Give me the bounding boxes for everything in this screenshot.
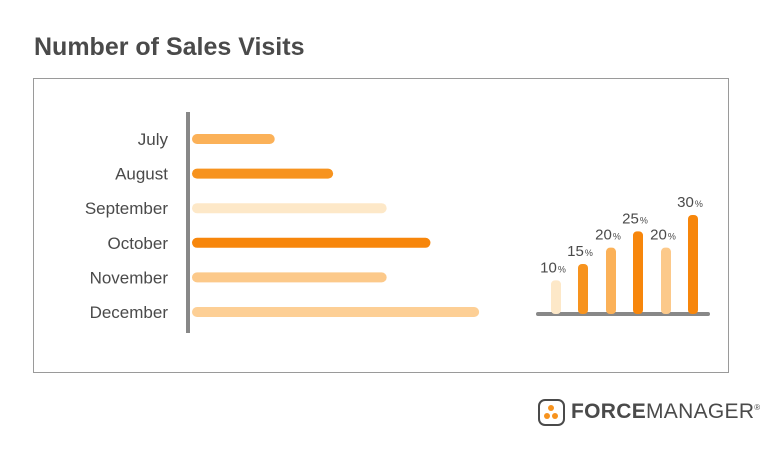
percent-data-label: 30% [677,194,703,211]
category-label: August [115,165,168,184]
logo-strong-text: FORCE [571,400,646,423]
percent-bar [633,231,643,314]
forcemanager-logo-icon [538,398,565,426]
percent-bar [578,264,588,314]
percent-unit-label: % [585,248,593,258]
percent-data-label: 20% [595,227,621,244]
percent-data-label: 25% [622,210,648,227]
percent-unit-label: % [695,199,703,209]
chart-frame [33,78,729,373]
bar [192,134,275,144]
percent-bar-chart: 10%15%20%25%20%30% [536,194,710,316]
category-label: September [85,199,168,218]
chart-title: Number of Sales Visits [34,33,305,61]
percent-bar [551,280,561,314]
percent-data-label: 20% [650,227,676,244]
logo-registered-mark: ® [754,403,761,412]
horizontal-bar-chart: July August September October November Decemb… [85,112,480,333]
category-label: December [90,303,169,322]
percent-unit-label: % [640,215,648,225]
category-label: November [90,268,169,287]
percent-bar [688,215,698,314]
percent-bar [606,247,616,314]
bar [192,168,334,179]
percent-data-label: 10% [540,259,566,276]
brand-logo: FORCEMANAGER® [538,396,760,428]
category-label: October [108,234,169,253]
bar [192,203,387,214]
percent-data-label: 15% [567,243,593,260]
logo-rest-text: MANAGER [646,400,755,423]
percent-unit-label: % [613,232,621,242]
bar [192,237,431,248]
percent-unit-label: % [668,232,676,242]
percent-bar [661,247,671,314]
bar [192,307,480,317]
percent-unit-label: % [558,264,566,274]
logo-wordmark: FORCEMANAGER® [571,400,760,424]
category-label: July [138,130,169,149]
bar [192,272,387,283]
